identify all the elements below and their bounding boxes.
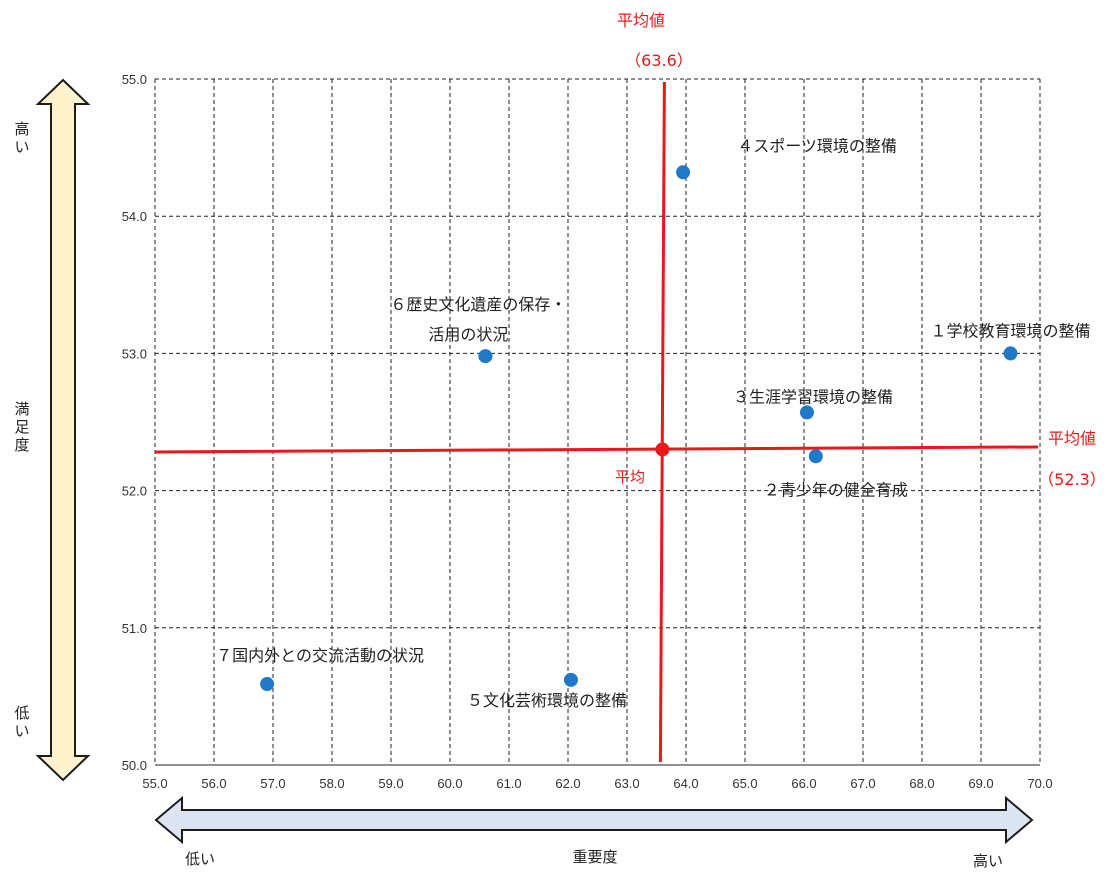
y-tick-label: 52.0: [122, 484, 147, 499]
y-tick-label: 54.0: [122, 209, 147, 224]
y-axis-arrow: [35, 78, 91, 782]
point-label: ３生涯学習環境の整備: [733, 387, 893, 406]
point-label: 活用の状況: [428, 325, 508, 344]
point-label: ５文化芸術環境の整備: [467, 691, 627, 710]
y-tick-label: 55.0: [122, 72, 147, 87]
average-horizontal-line: [154, 445, 1039, 454]
point-label: ７国内外との交流活動の状況: [216, 646, 424, 665]
y-axis-high-char-1: 高: [14, 120, 29, 138]
avg-y-title: 平均値: [1048, 429, 1096, 448]
x-tick-label: 55.0: [142, 776, 167, 791]
average-vertical-line: [658, 81, 666, 763]
average-lines: [154, 81, 1039, 763]
point-label: ４スポーツ環境の整備: [737, 136, 897, 155]
point-label: ２青少年の健全育成: [764, 480, 908, 499]
x-tick-label: 62.0: [555, 776, 580, 791]
axis-ticks: 55.0 56.0 57.0 58.0 59.0 60.0 61.0 62.0 63.0 64.0…: [122, 72, 1053, 791]
y-axis-low-char-2: い: [14, 722, 29, 740]
y-tick-label: 53.0: [122, 346, 147, 361]
x-axis-high-label: 高い: [973, 852, 1003, 870]
x-axis-arrow: [154, 795, 1034, 845]
data-points: [260, 165, 1018, 692]
x-axis-low-label: 低い: [185, 850, 215, 868]
data-point: [676, 165, 691, 180]
data-point: [478, 349, 493, 364]
y-axis-high-char-2: い: [14, 138, 29, 156]
data-point: [799, 405, 814, 420]
x-tick-label: 64.0: [673, 776, 698, 791]
x-tick-label: 59.0: [378, 776, 403, 791]
y-axis-title-char-1: 満: [14, 400, 29, 418]
grid: [154, 78, 1041, 766]
x-axis-title: 重要度: [572, 848, 617, 866]
avg-y-value: （52.3）: [1038, 470, 1106, 489]
x-tick-label: 60.0: [437, 776, 462, 791]
x-tick-label: 70.0: [1027, 776, 1052, 791]
data-point: [563, 672, 578, 687]
avg-x-value: （63.6）: [625, 51, 693, 70]
point-labels: １学校教育環境の整備 ２青少年の健全育成 ３生涯学習環境の整備 ４スポーツ環境の整備 ５…: [216, 136, 1090, 710]
y-tick-label: 51.0: [122, 621, 147, 636]
point-label: ６歴史文化遺産の保存・: [390, 295, 566, 314]
x-tick-label: 69.0: [968, 776, 993, 791]
data-point: [808, 449, 823, 464]
data-point: [1003, 346, 1018, 361]
avg-x-title: 平均値: [617, 11, 665, 30]
avg-center-label: 平均: [615, 468, 645, 486]
y-axis-low-char-1: 低: [14, 704, 29, 722]
x-tick-label: 61.0: [496, 776, 521, 791]
y-tick-label: 50.0: [122, 758, 147, 773]
y-axis-title-char-3: 度: [14, 436, 29, 454]
y-axis-title-char-2: 足: [14, 418, 29, 436]
x-tick-label: 56.0: [201, 776, 226, 791]
x-tick-label: 58.0: [319, 776, 344, 791]
x-tick-label: 63.0: [614, 776, 639, 791]
x-tick-label: 65.0: [732, 776, 757, 791]
data-point: [260, 677, 275, 692]
point-label: １学校教育環境の整備: [930, 321, 1090, 340]
average-center-point: [655, 442, 670, 457]
x-tick-label: 57.0: [260, 776, 285, 791]
x-tick-label: 66.0: [791, 776, 816, 791]
x-tick-label: 68.0: [909, 776, 934, 791]
x-tick-label: 67.0: [850, 776, 875, 791]
